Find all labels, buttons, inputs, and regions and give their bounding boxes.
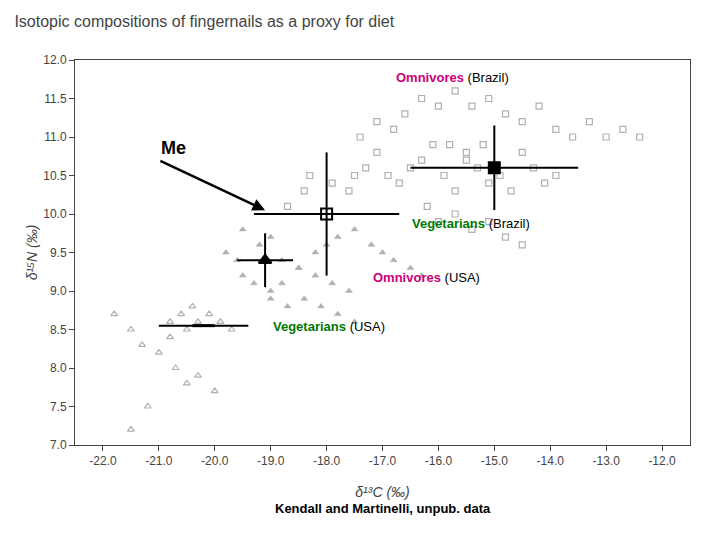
svg-text:10.0: 10.0 xyxy=(43,207,67,221)
svg-text:7.5: 7.5 xyxy=(50,400,67,414)
svg-text:Vegetarians (USA): Vegetarians (USA) xyxy=(273,319,385,334)
svg-text:δ¹⁵N (‰): δ¹⁵N (‰) xyxy=(24,225,40,281)
svg-text:-15.0: -15.0 xyxy=(481,454,509,468)
svg-text:Omnivores (USA): Omnivores (USA) xyxy=(373,270,480,285)
svg-text:-13.0: -13.0 xyxy=(592,454,620,468)
svg-text:-19.0: -19.0 xyxy=(257,454,285,468)
svg-text:11.5: 11.5 xyxy=(44,92,67,106)
svg-text:11.0: 11.0 xyxy=(44,130,67,144)
svg-text:-12.0: -12.0 xyxy=(648,454,676,468)
svg-text:12.0: 12.0 xyxy=(43,53,67,67)
svg-text:9.5: 9.5 xyxy=(50,246,67,260)
svg-text:-18.0: -18.0 xyxy=(313,454,341,468)
svg-text:-21.0: -21.0 xyxy=(145,454,173,468)
svg-text:8.0: 8.0 xyxy=(50,361,67,375)
svg-text:Omnivores (Brazil): Omnivores (Brazil) xyxy=(396,70,509,85)
svg-text:-22.0: -22.0 xyxy=(89,454,117,468)
svg-text:8.5: 8.5 xyxy=(50,323,67,337)
svg-text:10.5: 10.5 xyxy=(43,169,67,183)
svg-text:Isotopic compositions of finge: Isotopic compositions of fingernails as … xyxy=(14,13,394,30)
svg-text:-16.0: -16.0 xyxy=(425,454,453,468)
svg-text:-20.0: -20.0 xyxy=(201,454,229,468)
svg-text:-17.0: -17.0 xyxy=(369,454,397,468)
svg-text:7.0: 7.0 xyxy=(50,438,67,452)
svg-text:-14.0: -14.0 xyxy=(537,454,565,468)
svg-text:Vegetarians (Brazil): Vegetarians (Brazil) xyxy=(412,216,530,231)
svg-text:Kendall and Martinelli, unpub.: Kendall and Martinelli, unpub. data xyxy=(275,501,491,516)
svg-text:Me: Me xyxy=(161,138,186,158)
svg-text:9.0: 9.0 xyxy=(50,284,67,298)
svg-text:δ¹³C (‰): δ¹³C (‰) xyxy=(355,484,409,500)
